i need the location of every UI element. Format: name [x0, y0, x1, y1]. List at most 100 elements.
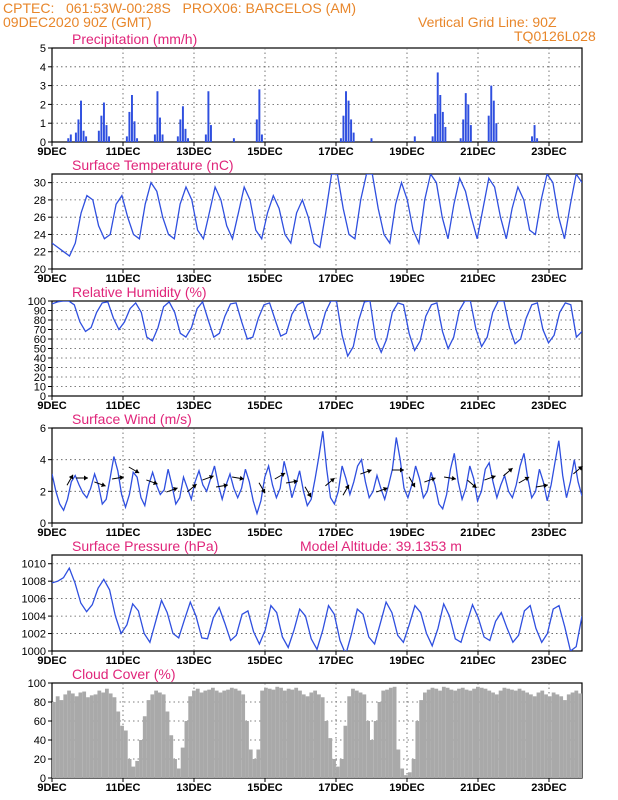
bar [209, 125, 212, 142]
bar [97, 690, 102, 778]
bar [551, 692, 556, 778]
y-tick-label: 4 [40, 62, 46, 74]
y-tick-label: 20 [34, 754, 46, 766]
x-tick-label: 13DEC [176, 782, 212, 794]
bar [105, 125, 108, 142]
bar [80, 100, 82, 142]
bar [232, 138, 235, 142]
bar [487, 115, 490, 142]
bar [533, 125, 536, 142]
wind-arrow [274, 472, 286, 480]
x-tick-label: 23DEC [531, 400, 567, 412]
bar [544, 694, 548, 778]
bar [102, 102, 105, 142]
bar [495, 123, 498, 142]
bar [203, 690, 208, 778]
x-tick-label: 15DEC [247, 146, 283, 158]
bar [226, 689, 230, 778]
series-line [52, 566, 582, 651]
bar [195, 688, 200, 778]
bar [494, 694, 499, 778]
bar [101, 692, 105, 778]
panel-frame [51, 554, 583, 652]
bar [179, 119, 182, 142]
wind-arrow [216, 483, 228, 489]
bar [67, 690, 71, 778]
bar [529, 694, 533, 778]
y-tick-label: 1010 [22, 559, 46, 571]
x-tick-label: 23DEC [531, 655, 567, 667]
bar [282, 690, 287, 778]
bar [345, 91, 347, 142]
bar [434, 688, 439, 778]
bar [279, 687, 283, 778]
bar [483, 688, 488, 778]
bar [407, 772, 412, 778]
bar [309, 692, 314, 778]
bar [385, 689, 389, 778]
bar [260, 134, 263, 142]
y-tick-label: 1 [40, 118, 46, 130]
bar [317, 694, 321, 778]
x-tick-label: 11DEC [106, 273, 141, 285]
x-tick-label: 21DEC [460, 400, 496, 412]
bar [536, 138, 539, 142]
bar [490, 85, 493, 142]
y-tick-label: 28 [34, 195, 46, 207]
bar [324, 721, 329, 778]
bar [55, 696, 60, 778]
header-location: CPTEC: 061:53W-00:28S PROX06: BARCELOS (… [3, 0, 356, 16]
x-tick-label: 19DEC [389, 655, 425, 667]
bar [86, 697, 90, 778]
bar [89, 695, 94, 778]
y-tick-label: 40 [34, 353, 46, 365]
wind-arrow [503, 467, 513, 477]
bar [218, 692, 223, 778]
bar [487, 690, 492, 778]
wind-arrow [128, 466, 140, 474]
wind-arrow [232, 475, 244, 481]
wind-arrow [166, 486, 178, 493]
bar [415, 721, 420, 778]
bar [525, 692, 529, 778]
bar [313, 690, 317, 778]
bar [169, 735, 174, 778]
bar [82, 691, 87, 778]
bar [377, 702, 382, 778]
bar [555, 694, 560, 778]
bar [479, 687, 484, 778]
bar [150, 694, 155, 778]
bar [275, 686, 280, 778]
y-tick-label: 26 [34, 212, 46, 224]
x-tick-label: 13DEC [176, 273, 212, 285]
bar [298, 690, 302, 778]
bar [100, 115, 103, 142]
y-tick-label: 5 [40, 43, 46, 55]
y-tick-label: 0 [40, 391, 46, 403]
bar [142, 716, 147, 778]
bar [97, 130, 100, 142]
bar [294, 687, 299, 778]
wind-arrow [112, 475, 124, 481]
wind-arrow [573, 465, 583, 475]
panel-title: Surface Temperature (nC) [72, 157, 234, 173]
bar [159, 117, 161, 142]
y-tick-label: 1008 [22, 576, 46, 588]
wind-arrow [444, 475, 456, 481]
bar [165, 711, 170, 778]
bar [351, 688, 355, 778]
bar [258, 89, 261, 142]
x-tick-label: 11DEC [106, 146, 141, 158]
bar [373, 721, 378, 778]
x-tick-label: 21DEC [460, 527, 496, 539]
bar [462, 119, 465, 142]
series-area [52, 301, 582, 358]
bar [350, 119, 353, 142]
bar [521, 690, 526, 778]
bar [136, 138, 139, 142]
wind-arrow [518, 476, 530, 484]
x-tick-label: 9DEC [37, 782, 66, 794]
wind-arrow [187, 483, 197, 493]
x-tick-label: 17DEC [318, 400, 354, 412]
bar [570, 692, 575, 778]
